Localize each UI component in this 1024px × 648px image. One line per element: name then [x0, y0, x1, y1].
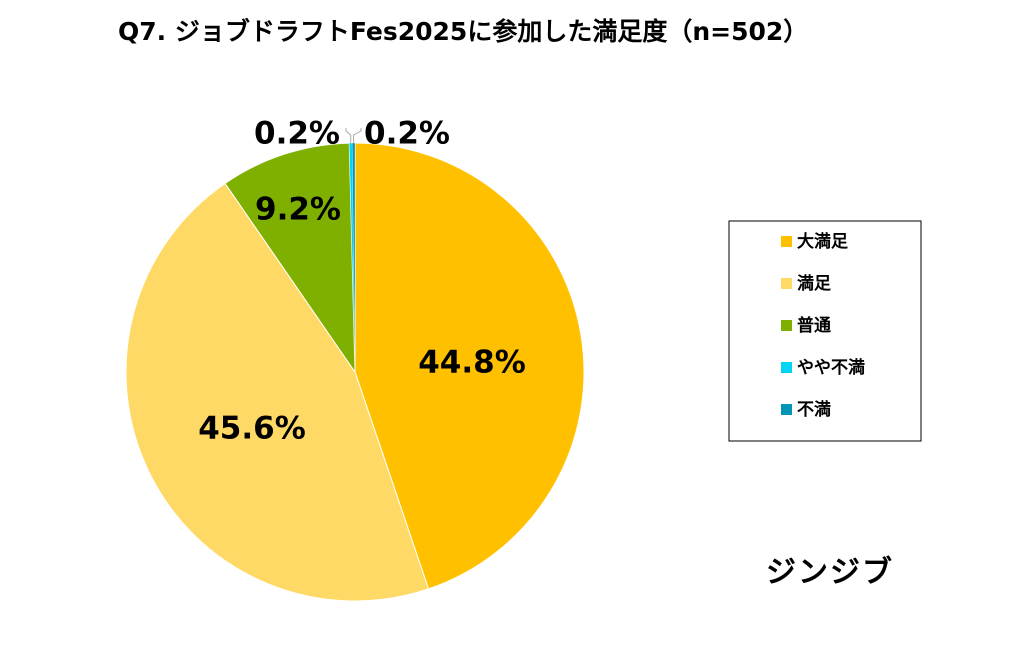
pie-slice-2	[125, 182, 430, 602]
data-label-2: 45.6%	[198, 411, 306, 447]
data-label-5: 0.2%	[364, 116, 450, 152]
leader-line-5	[353, 128, 362, 144]
legend-label-1: 大満足	[797, 231, 848, 252]
pie-slice-1	[354, 142, 585, 590]
legend-label-2: 満足	[797, 273, 831, 294]
data-label-1: 44.8%	[418, 345, 526, 381]
legend-swatch-3	[781, 320, 792, 331]
data-labels: 44.8% 45.6% 9.2% 0.2% 0.2%	[198, 116, 526, 447]
pie-slice-3	[224, 142, 356, 374]
legend-swatch-4	[781, 362, 792, 373]
legend-label-3: 普通	[797, 315, 831, 336]
chart-title: Q7. ジョブドラフトFes2025に参加した満足度（n=502）	[118, 17, 808, 46]
legend-label-5: 不満	[797, 399, 831, 420]
data-label-4: 0.2%	[254, 116, 340, 152]
leader-lines	[345, 128, 362, 144]
legend-swatch-5	[781, 404, 792, 415]
pie-slices	[125, 142, 585, 602]
data-label-3: 9.2%	[255, 192, 341, 228]
legend-frame	[728, 220, 922, 442]
leader-line-4	[345, 128, 352, 144]
legend-swatch-2	[781, 278, 792, 289]
brand-logo: ジンジブ	[766, 555, 894, 590]
legend-swatch-1	[781, 236, 792, 247]
legend-label-4: やや不満	[797, 357, 865, 378]
